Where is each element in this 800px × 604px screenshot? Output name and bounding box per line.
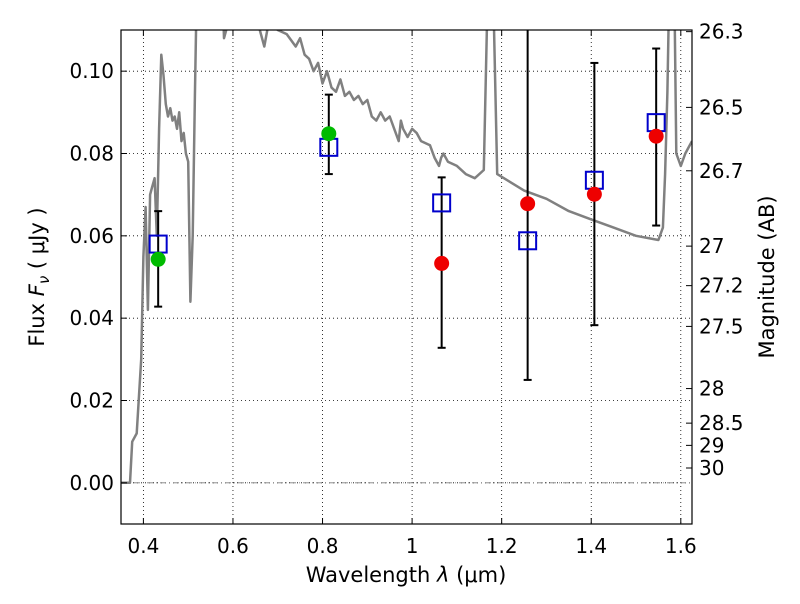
y-axis-unit: ( μJy ): [25, 207, 49, 269]
mag-tick-label-6: 28: [699, 377, 724, 401]
y-axis-subscript: ν: [35, 276, 53, 284]
x-tick-label-1: 0.6: [217, 534, 249, 558]
circle-red-point-1: [520, 196, 536, 212]
x-tick-label-0: 0.4: [127, 534, 159, 558]
mag-tick-label-9: 30: [699, 456, 724, 480]
model-spectrum-line-1: [222, 30, 489, 180]
x-tick-label-4: 1.2: [486, 534, 518, 558]
circle-red-point-3: [648, 128, 664, 144]
circle-red-point-2: [586, 186, 602, 202]
x-axis-label-text: Wavelength: [306, 563, 431, 587]
model-photometry-square-2: [432, 193, 452, 213]
model-spectrum-layer: [121, 30, 692, 485]
mag-tick-label-3: 27: [699, 234, 724, 258]
mag-tick-label-1: 26.5: [699, 95, 744, 119]
y-tick-label-3: 0.06: [69, 224, 114, 248]
errorbar-layer: [154, 30, 661, 381]
y-axis-label: Flux Fν ( μJy ): [25, 207, 53, 346]
model-spectrum-line-2: [492, 30, 670, 242]
mag-tick-label-5: 27.5: [699, 314, 744, 338]
grid: [121, 30, 692, 524]
x-axis-ticks: 0.4 0.6 0.8 1 1.2 1.4 1.6: [127, 30, 697, 558]
y-tick-label-5: 0.10: [69, 59, 114, 83]
magnitude-axis-label: Magnitude (AB): [755, 195, 779, 358]
mag-tick-label-8: 29: [699, 433, 724, 457]
model-spectrum-line-0: [121, 30, 198, 485]
x-tick-label-2: 0.8: [307, 534, 339, 558]
mag-tick-label-0: 26.3: [699, 20, 744, 44]
y-tick-label-0: 0.00: [69, 471, 114, 495]
x-tick-label-6: 1.6: [665, 534, 697, 558]
model-photometry-square-3: [518, 231, 538, 251]
y-axis-ticks: 0.00 0.02 0.04 0.06 0.08 0.10: [69, 59, 127, 495]
y-axis-label-text: Flux: [25, 303, 49, 347]
y-tick-label-2: 0.04: [69, 306, 114, 330]
x-tick-label-3: 1: [406, 534, 419, 558]
x-axis-label: Wavelength λ (μm): [306, 563, 507, 587]
x-tick-label-5: 1.4: [575, 534, 607, 558]
observed-photometry-layer: [150, 126, 664, 271]
mag-tick-label-7: 28.5: [699, 411, 744, 435]
plot-frame: [120, 29, 693, 525]
model-spectrum-line-3: [673, 30, 692, 168]
y-axis-symbol: F: [25, 283, 49, 296]
x-axis-symbol: λ: [436, 563, 449, 587]
mag-tick-label-4: 27.2: [699, 274, 744, 298]
y-tick-label-4: 0.08: [69, 142, 114, 166]
x-axis-unit: (μm): [456, 563, 506, 587]
circle-green-point-0: [150, 251, 166, 267]
mag-tick-label-2: 26.7: [699, 159, 744, 183]
circle-green-point-1: [321, 126, 337, 142]
y-tick-label-1: 0.02: [69, 389, 114, 413]
circle-red-point-0: [434, 255, 450, 271]
